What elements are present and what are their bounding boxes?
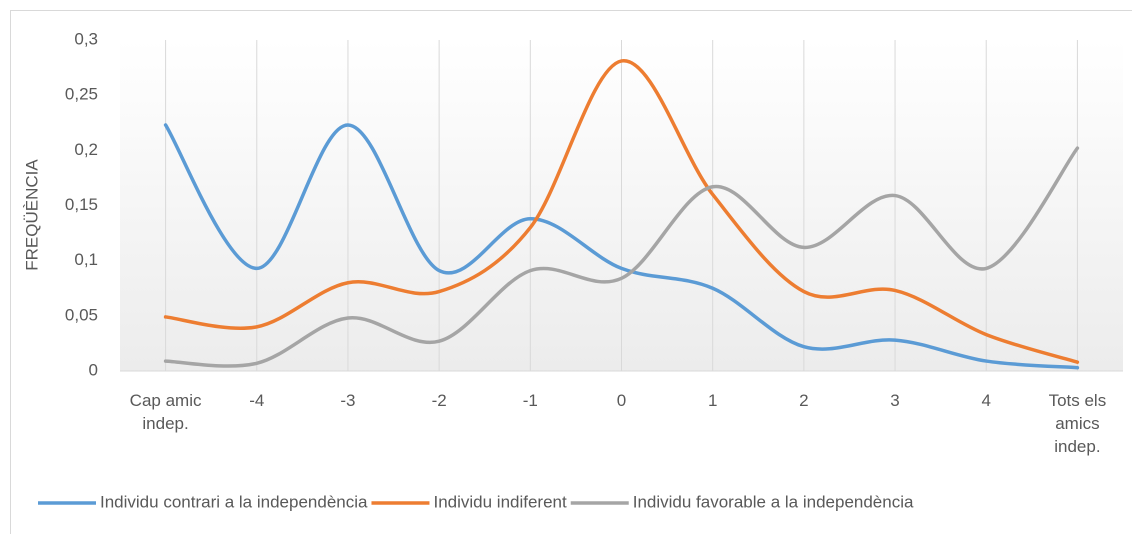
x-tick-label: 0 [616, 391, 627, 410]
x-tick-label: Tots els amics indep. [1048, 391, 1107, 456]
y-tick-label: 0 [89, 360, 98, 379]
x-tick-label: -2 [431, 391, 447, 410]
chart-frame [10, 10, 1132, 534]
x-tick-label: 4 [981, 391, 991, 410]
series-line [163, 146, 1080, 368]
y-tick-label: 0,15 [65, 195, 98, 214]
y-axis-label: FREQÜÈNCIA [22, 159, 41, 271]
y-tick-label: 0,3 [74, 29, 98, 48]
x-tick-label: 1 [707, 391, 718, 410]
x-tick-label: 3 [890, 391, 900, 410]
y-tick-label: 0,1 [74, 250, 98, 269]
x-tick-label: -4 [249, 391, 265, 410]
series-line [163, 59, 1080, 364]
series-line [163, 123, 1080, 370]
y-tick-label: 0,05 [65, 305, 98, 324]
legend-label: Individu indiferent [433, 492, 567, 511]
x-tick-label: Cap amic indep. [129, 391, 202, 433]
legend-label: Individu contrari a la independència [100, 492, 368, 511]
legend-label: Individu favorable a la independència [633, 492, 914, 511]
y-tick-label: 0,2 [74, 140, 98, 159]
y-tick-label: 0,25 [65, 85, 98, 104]
x-tick-label: -3 [340, 391, 356, 410]
x-tick-label: 2 [799, 391, 809, 410]
x-tick-label: -1 [522, 391, 538, 410]
